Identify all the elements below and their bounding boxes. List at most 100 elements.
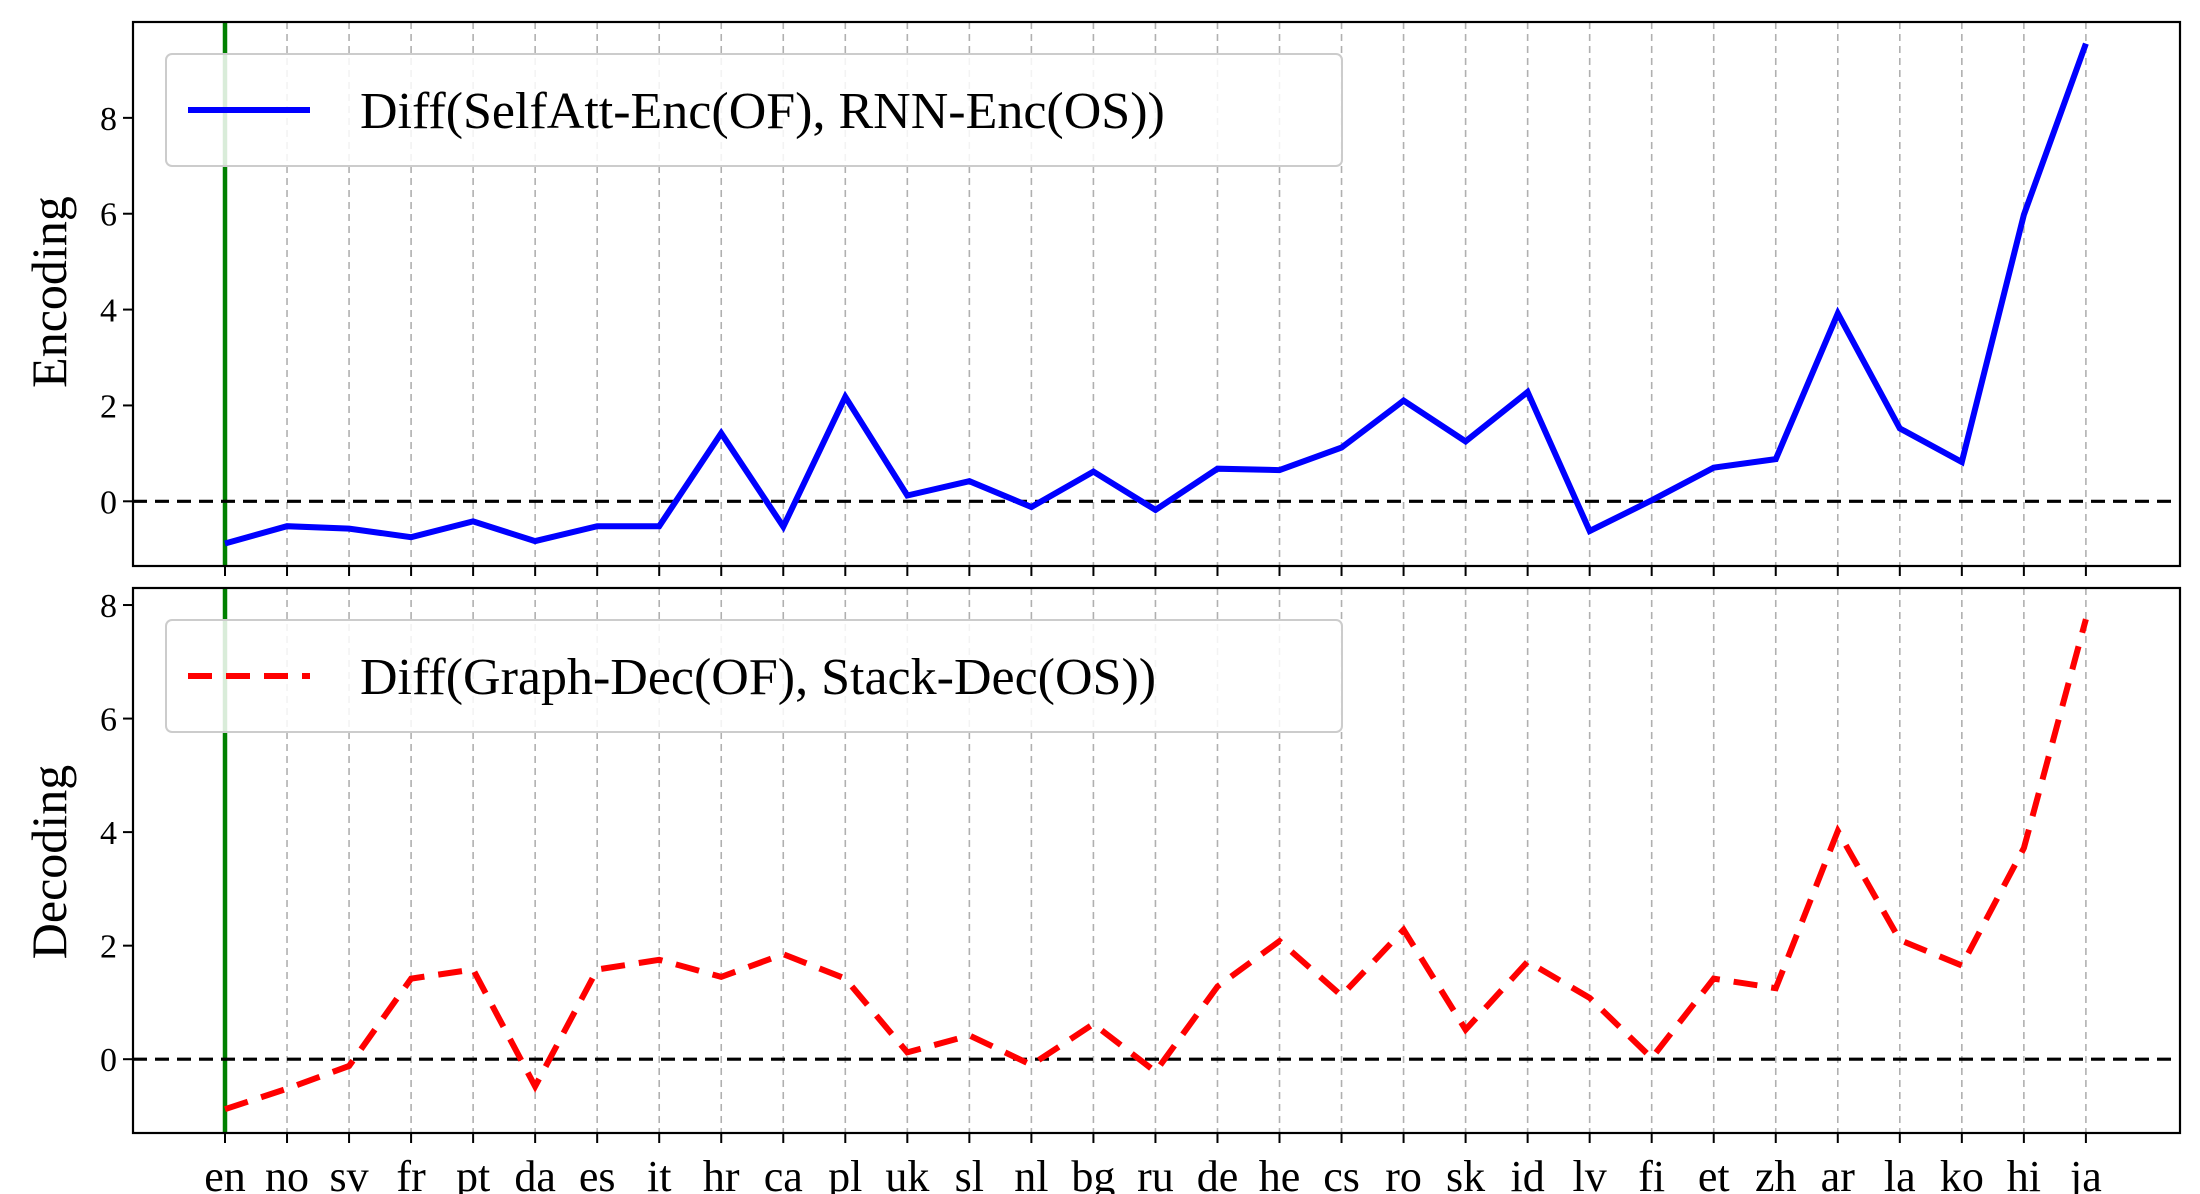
x-tick-label-ko: ko <box>1940 1152 1984 1194</box>
encoding-point-ru <box>1152 507 1158 513</box>
decoding-legend-box <box>165 619 1343 733</box>
encoding-legend-label: Diff(SelfAtt-Enc(OF), RNN-Enc(OS)) <box>360 83 1165 140</box>
decoding-point-en <box>222 1106 228 1112</box>
x-tick-label-uk: uk <box>885 1152 929 1194</box>
encoding-point-ja <box>2083 41 2089 47</box>
x-tick-label-he: he <box>1259 1152 1301 1194</box>
decoding-point-ro <box>1401 927 1407 933</box>
decoding-point-sl <box>966 1032 972 1038</box>
x-tick-labels: en no sv fr pt da es it hr ca pl uk sl nl bg ru de he cs ro… <box>204 1152 2102 1194</box>
x-tick-label-ru: ru <box>1137 1152 1174 1194</box>
encoding-point-sv <box>346 526 352 532</box>
x-tick-label-no: no <box>265 1152 309 1194</box>
decoding-point-cs <box>1339 993 1345 999</box>
encoding-point-de <box>1214 466 1220 472</box>
encoding-point-lv <box>1587 528 1593 534</box>
decoding-point-da <box>532 1083 538 1089</box>
decoding-point-hi <box>2021 845 2027 851</box>
decoding-series-line <box>224 618 2089 1113</box>
x-tick-label-hi: hi <box>2007 1152 2041 1194</box>
x-tick-label-es: es <box>579 1152 616 1194</box>
x-tick-label-sl: sl <box>955 1152 984 1194</box>
decoding-ytick-label: 6 <box>100 702 117 739</box>
decoding-point-nl <box>1028 1062 1034 1068</box>
encoding-point-ro <box>1401 398 1407 404</box>
encoding-point-no <box>284 523 290 529</box>
encoding-point-sl <box>966 478 972 484</box>
decoding-point-hr <box>718 974 724 980</box>
encoding-point-da <box>532 538 538 544</box>
x-tick-label-it: it <box>647 1152 671 1194</box>
decoding-point-ko <box>1959 963 1965 969</box>
encoding-point-et <box>1711 465 1717 471</box>
encoding-point-la <box>1897 425 1903 431</box>
decoding-point-pl <box>842 976 848 982</box>
decoding-point-lv <box>1587 995 1593 1001</box>
x-tick-label-de: de <box>1197 1152 1239 1194</box>
x-tick-label-ro: ro <box>1385 1152 1422 1194</box>
decoding-point-et <box>1711 976 1717 982</box>
encoding-point-cs <box>1339 445 1345 451</box>
encoding-point-id <box>1525 389 1531 395</box>
x-tick-label-pt: pt <box>456 1152 490 1194</box>
encoding-y-axis-label: Encoding <box>21 196 77 388</box>
encoding-axes-frame <box>131 20 2182 568</box>
decoding-ytick-label: 0 <box>100 1042 117 1079</box>
decoding-point-sv <box>346 1063 352 1069</box>
decoding-y-axis-label: Decoding <box>21 765 77 959</box>
decoding-point-uk <box>904 1049 910 1055</box>
encoding-point-he <box>1277 467 1283 473</box>
x-tick-label-id: id <box>1511 1152 1545 1194</box>
decoding-panel: 0 2 4 6 8 Decoding Diff(Graph-Dec(OF), Stack-D… <box>21 586 2182 1143</box>
decoding-point-no <box>284 1086 290 1092</box>
encoding-point-uk <box>904 493 910 499</box>
x-tick-label-sv: sv <box>329 1152 368 1194</box>
x-tick-label-pl: pl <box>828 1152 862 1194</box>
x-tick-label-nl: nl <box>1014 1152 1048 1194</box>
x-tick-label-la: la <box>1884 1152 1916 1194</box>
decoding-axes-frame <box>131 586 2182 1135</box>
decoding-point-ca <box>780 951 786 957</box>
encoding-point-en <box>222 540 228 546</box>
encoding-legend-box <box>165 53 1343 167</box>
encoding-ytick-label: 4 <box>100 293 117 330</box>
decoding-point-la <box>1897 937 1903 943</box>
x-tick-label-hr: hr <box>703 1152 740 1194</box>
x-tick-label-da: da <box>514 1152 556 1194</box>
decoding-legend-label: Diff(Graph-Dec(OF), Stack-Dec(OS)) <box>360 649 1156 706</box>
encoding-ytick-label: 2 <box>100 388 117 425</box>
x-tick-label-ar: ar <box>1821 1152 1856 1194</box>
decoding-point-ar <box>1835 828 1841 834</box>
encoding-point-fi <box>1649 497 1655 503</box>
decoding-ytick-label: 2 <box>100 929 117 966</box>
decoding-ytick-label: 4 <box>100 815 117 852</box>
encoding-point-zh <box>1773 456 1779 462</box>
decoding-point-ja <box>2083 616 2089 622</box>
decoding-point-sk <box>1463 1027 1469 1033</box>
encoding-point-ko <box>1959 459 1965 465</box>
x-tick-label-fi: fi <box>1638 1152 1665 1194</box>
encoding-point-bg <box>1090 469 1096 475</box>
x-tick-label-sk: sk <box>1446 1152 1485 1194</box>
x-tick-label-en: en <box>204 1152 246 1194</box>
decoding-point-de <box>1214 984 1220 990</box>
encoding-point-nl <box>1028 504 1034 510</box>
decoding-point-fi <box>1649 1055 1655 1061</box>
decoding-point-pt <box>470 967 476 973</box>
x-tick-label-et: et <box>1698 1152 1730 1194</box>
decoding-point-he <box>1277 938 1283 944</box>
decoding-point-ru <box>1152 1069 1158 1075</box>
x-tick-label-fr: fr <box>396 1152 426 1194</box>
encoding-point-fr <box>408 534 414 540</box>
encoding-point-ca <box>780 524 786 530</box>
encoding-point-ar <box>1835 310 1841 316</box>
x-tick-label-bg: bg <box>1071 1152 1115 1194</box>
decoding-point-fr <box>408 976 414 982</box>
x-tick-label-ca: ca <box>764 1152 803 1194</box>
x-tick-label-lv: lv <box>1573 1152 1607 1194</box>
encoding-series-line <box>224 42 2089 547</box>
decoding-ytick-label: 8 <box>100 588 117 625</box>
encoding-point-hi <box>2021 212 2027 218</box>
encoding-point-it <box>656 523 662 529</box>
